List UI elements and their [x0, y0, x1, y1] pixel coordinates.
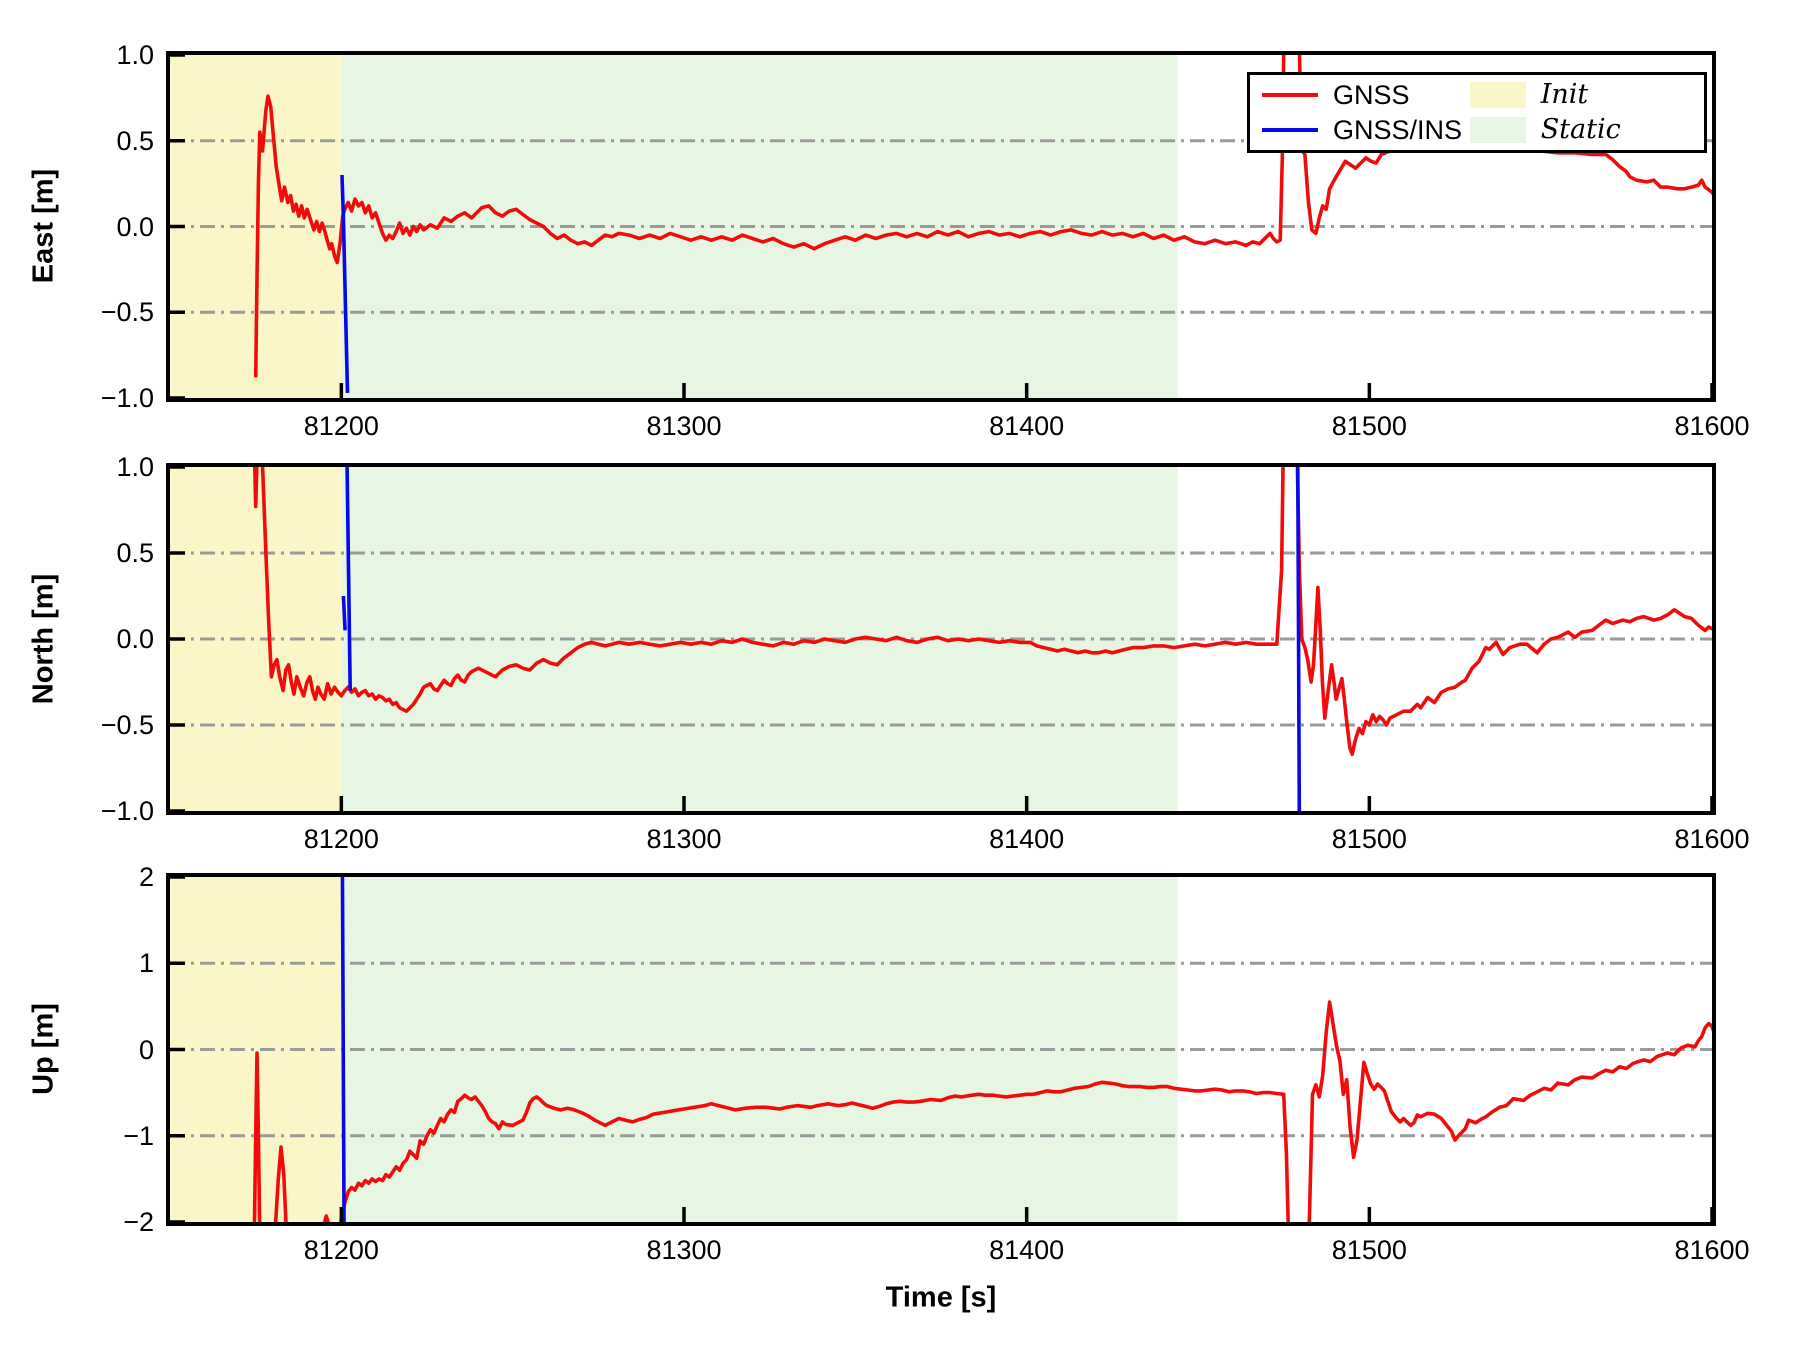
- x-tick-label: 81300: [646, 411, 722, 441]
- x-axis-label: Time [s]: [885, 1281, 997, 1314]
- plot-canvas-0: [170, 55, 1712, 398]
- x-tick-label: 81600: [1674, 824, 1750, 854]
- x-tick-label: 81400: [989, 824, 1065, 854]
- subplot-up: [166, 873, 1716, 1226]
- legend-label: GNSS/INS: [1333, 114, 1463, 145]
- y-tick-label: 1.0: [116, 40, 154, 70]
- x-tick-label: 81200: [303, 824, 379, 854]
- y-tick-label: 1: [138, 948, 154, 979]
- y-tick-label: 0.0: [116, 211, 154, 242]
- y-tick-label: 0.5: [116, 538, 154, 568]
- y-tick-label: 0.0: [116, 624, 154, 654]
- legend: GNSS GNSS/INS Init Static: [1247, 72, 1707, 153]
- legend-entry-init: Init: [1469, 79, 1694, 111]
- x-tick-label: 81300: [646, 824, 722, 854]
- gnss-line: [252, 1000, 1712, 1222]
- x-tick-label: 81500: [1331, 411, 1407, 441]
- legend-label: Init: [1540, 79, 1589, 111]
- plot-canvas-1: [170, 467, 1712, 811]
- legend-entry-gnss-ins: GNSS/INS: [1262, 115, 1470, 145]
- legend-label: Static: [1540, 113, 1621, 145]
- x-tick-label: 81500: [1331, 824, 1407, 854]
- region-init: [170, 467, 342, 811]
- gnss-ins-line: [340, 174, 350, 393]
- plot-canvas-2: [170, 877, 1712, 1222]
- x-tick-label: 81200: [303, 411, 379, 441]
- y-tick-label: 0: [138, 1034, 154, 1065]
- x-tick-label: 81300: [646, 1235, 722, 1265]
- y-tick-label: 0.5: [116, 125, 154, 156]
- y-tick-label: −0.5: [100, 710, 154, 740]
- x-tick-label: 81200: [303, 1235, 379, 1265]
- y-tick-label: −1: [123, 1120, 154, 1151]
- x-tick-label: 81500: [1331, 1235, 1407, 1265]
- legend-line-swatch: [1262, 93, 1318, 98]
- gnss-line: [253, 55, 1712, 378]
- y-tick-label: −0.5: [100, 297, 154, 328]
- x-tick-label: 81400: [989, 1235, 1065, 1265]
- legend-line-swatch: [1262, 127, 1318, 132]
- gnss-ins-line: [341, 595, 347, 631]
- legend-patch-swatch: [1469, 116, 1526, 143]
- y-tick-label: −1.0: [100, 796, 154, 826]
- x-tick-label: 81600: [1674, 1235, 1750, 1265]
- gnss-line: [252, 467, 1712, 757]
- y-tick-label: −2: [123, 1207, 154, 1237]
- gnss-ins-line: [340, 877, 346, 1222]
- legend-patch-swatch: [1469, 82, 1526, 109]
- y-tick-label: −1.0: [100, 383, 154, 413]
- x-tick-label: 81600: [1674, 411, 1750, 441]
- gnss-ins-line: [1295, 467, 1302, 811]
- legend-label: GNSS: [1333, 80, 1410, 111]
- gnss-ins-line: [345, 467, 352, 691]
- y-tick-label: 2: [138, 862, 154, 892]
- legend-entry-gnss: GNSS: [1262, 80, 1470, 110]
- x-tick-label: 81400: [989, 411, 1065, 441]
- y-tick-label: 1.0: [116, 452, 154, 482]
- legend-entry-static: Static: [1469, 113, 1694, 145]
- subplot-north: [166, 463, 1716, 815]
